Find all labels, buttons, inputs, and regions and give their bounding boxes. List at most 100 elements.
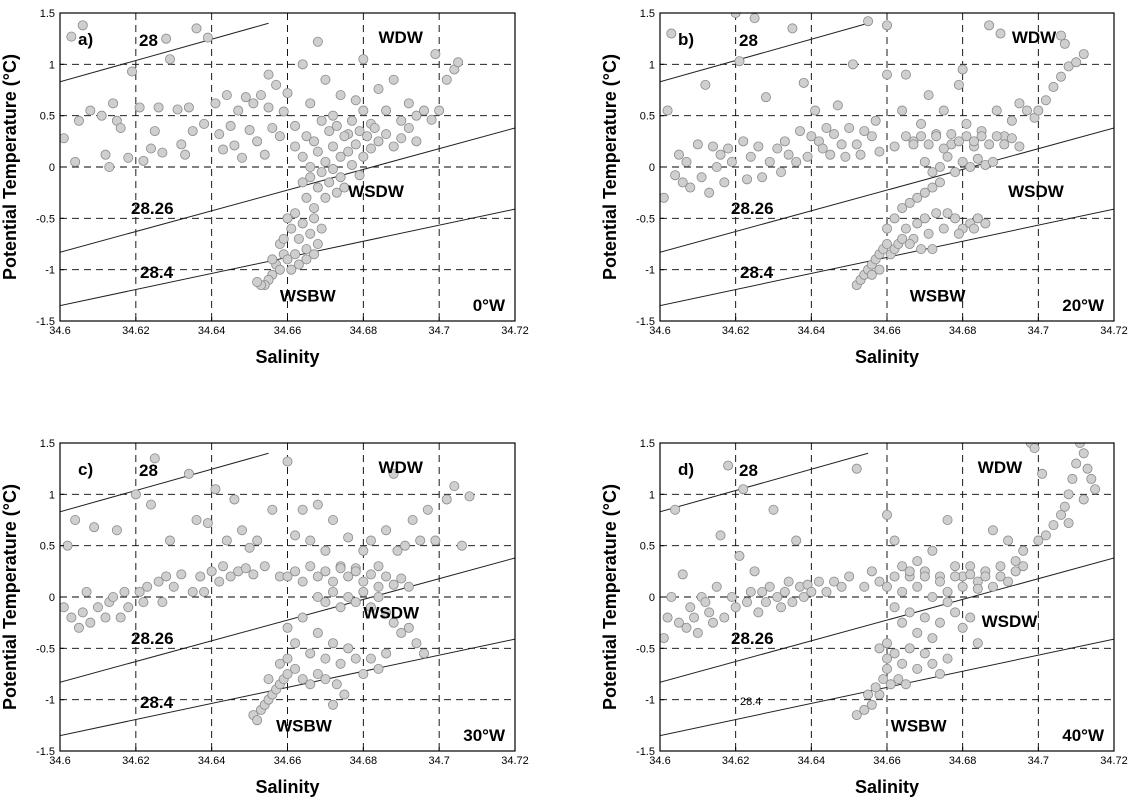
data-point xyxy=(1018,545,1029,556)
data-point xyxy=(700,79,711,90)
data-point xyxy=(134,586,145,597)
data-point xyxy=(760,597,771,608)
data-point xyxy=(449,481,460,492)
data-point xyxy=(320,156,331,167)
data-point xyxy=(297,59,308,70)
isopycnals xyxy=(60,452,515,737)
data-point xyxy=(111,525,122,536)
data-point xyxy=(897,658,908,669)
data-point xyxy=(339,182,350,193)
data-point xyxy=(999,139,1010,150)
panel-2: 34.6 34.62 34.64 34.66 34.68 34.7 34.72 1.5 1 0.5… xyxy=(600,8,1128,367)
data-point xyxy=(244,542,255,553)
data-point xyxy=(923,228,934,239)
data-point xyxy=(218,561,229,572)
data-point xyxy=(229,494,240,505)
y-tick-label: 1 xyxy=(49,489,55,501)
y-axis-label: Potential Temperature (°C) xyxy=(600,54,620,280)
data-point xyxy=(403,622,414,633)
data-point xyxy=(115,612,126,623)
data-point xyxy=(202,518,213,529)
data-point xyxy=(430,49,441,60)
data-point xyxy=(991,131,1002,142)
data-point xyxy=(327,164,338,175)
y-tick-label: 0 xyxy=(649,592,655,604)
data-point xyxy=(411,110,422,121)
data-point xyxy=(670,504,681,515)
data-point xyxy=(293,259,304,270)
data-point xyxy=(1014,98,1025,109)
data-point xyxy=(950,561,961,572)
data-point xyxy=(1048,81,1059,92)
data-point xyxy=(810,105,821,116)
data-point xyxy=(426,114,437,125)
data-point xyxy=(309,203,320,214)
data-point xyxy=(335,658,346,669)
data-point xyxy=(1071,57,1082,68)
data-point xyxy=(866,269,877,280)
data-point xyxy=(62,540,73,551)
y-tick-label: 0.5 xyxy=(640,541,655,553)
data-point xyxy=(331,679,342,690)
data-point xyxy=(297,674,308,685)
data-point xyxy=(1059,501,1070,512)
y-tick-label: -1 xyxy=(645,265,655,277)
data-point xyxy=(430,535,441,546)
data-point xyxy=(403,122,414,133)
data-point xyxy=(396,115,407,126)
data-point xyxy=(673,149,684,160)
data-point xyxy=(282,669,293,680)
data-point xyxy=(953,136,964,147)
data-point xyxy=(927,658,938,669)
data-point xyxy=(305,535,316,546)
data-point xyxy=(950,607,961,618)
data-point xyxy=(108,98,119,109)
data-point xyxy=(327,515,338,526)
data-point xyxy=(882,69,893,80)
data-point xyxy=(829,129,840,140)
data-point xyxy=(164,535,175,546)
data-point xyxy=(221,90,232,101)
data-point xyxy=(916,244,927,255)
data-points xyxy=(60,453,475,726)
y-axis-label: Potential Temperature (°C) xyxy=(600,484,620,710)
data-point xyxy=(912,556,923,567)
data-point xyxy=(742,174,753,185)
data-point xyxy=(214,576,225,587)
data-point xyxy=(388,141,399,152)
x-tick-label: 34.6 xyxy=(49,755,70,767)
data-point xyxy=(89,522,100,533)
data-point xyxy=(991,105,1002,116)
data-point xyxy=(73,622,84,633)
data-point xyxy=(183,468,194,479)
data-point xyxy=(927,633,938,644)
data-point xyxy=(358,151,369,162)
isopycnal-label: 28.26 xyxy=(131,629,174,648)
data-point xyxy=(938,223,949,234)
data-point xyxy=(715,530,726,541)
isopycnal-label: 28.4 xyxy=(140,693,174,712)
data-point xyxy=(866,699,877,710)
isopycnal-label: 28.4 xyxy=(140,263,174,282)
data-point xyxy=(248,98,259,109)
data-point xyxy=(893,674,904,685)
panel-4: 34.6 34.62 34.64 34.66 34.68 34.7 34.72 1.5 1 0.5… xyxy=(600,438,1128,797)
panel-label: a) xyxy=(78,30,93,49)
data-point xyxy=(916,118,927,129)
data-point xyxy=(240,92,251,103)
data-point xyxy=(453,57,464,68)
data-point xyxy=(972,638,983,649)
data-point xyxy=(912,218,923,229)
y-axis-label: Potential Temperature (°C) xyxy=(0,54,20,280)
data-point xyxy=(297,177,308,188)
data-point xyxy=(183,102,194,113)
data-point xyxy=(984,20,995,31)
data-point xyxy=(236,525,247,536)
data-point xyxy=(396,627,407,638)
data-point xyxy=(919,213,930,224)
isopycnal-label: 28 xyxy=(139,31,158,50)
data-point xyxy=(734,550,745,561)
data-point xyxy=(248,569,259,580)
isopycnal-label: 28.4 xyxy=(740,696,761,708)
